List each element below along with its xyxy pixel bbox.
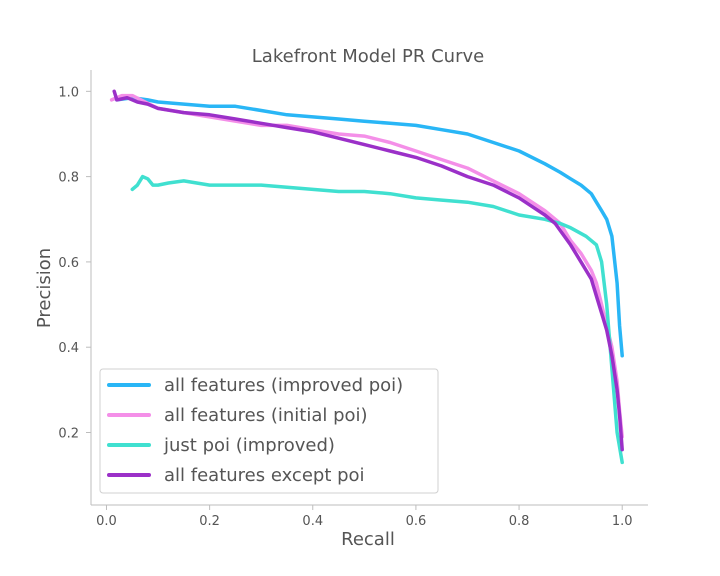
y-ticks: 0.2 0.4 0.6 0.8 1.0 <box>58 85 91 442</box>
series-group <box>109 89 624 465</box>
series-line-1 <box>115 95 624 358</box>
y-tick-label: 0.4 <box>58 341 79 356</box>
x-tick-label: 0.4 <box>302 514 323 529</box>
x-tick-label: 0.6 <box>406 514 427 529</box>
legend: all features (improved poi) all features … <box>99 368 439 494</box>
y-tick-label: 1.0 <box>58 85 79 100</box>
legend-box <box>99 368 439 494</box>
legend-label-3: just poi (improved) <box>163 435 335 456</box>
chart-title: Lakefront Model PR Curve <box>252 46 484 67</box>
y-tick-label: 0.2 <box>58 427 79 442</box>
x-axis-label: Recall <box>341 529 395 550</box>
y-tick-label: 0.6 <box>58 256 79 271</box>
legend-label-2: all features (initial poi) <box>164 405 368 426</box>
x-tick-label: 0.2 <box>199 514 220 529</box>
series-line-3 <box>130 174 624 465</box>
legend-label-4: all features except poi <box>164 465 365 486</box>
x-ticks: 0.0 0.2 0.4 0.6 0.8 1.0 <box>96 505 633 529</box>
x-tick-label: 0.0 <box>96 514 117 529</box>
plot-area <box>90 70 648 506</box>
y-tick-label: 0.8 <box>58 171 79 186</box>
y-axis-label: Precision <box>34 248 55 328</box>
x-tick-label: 1.0 <box>612 514 633 529</box>
x-tick-label: 0.8 <box>509 514 530 529</box>
legend-label-1: all features (improved poi) <box>164 375 403 396</box>
series-line-4 <box>112 89 624 452</box>
